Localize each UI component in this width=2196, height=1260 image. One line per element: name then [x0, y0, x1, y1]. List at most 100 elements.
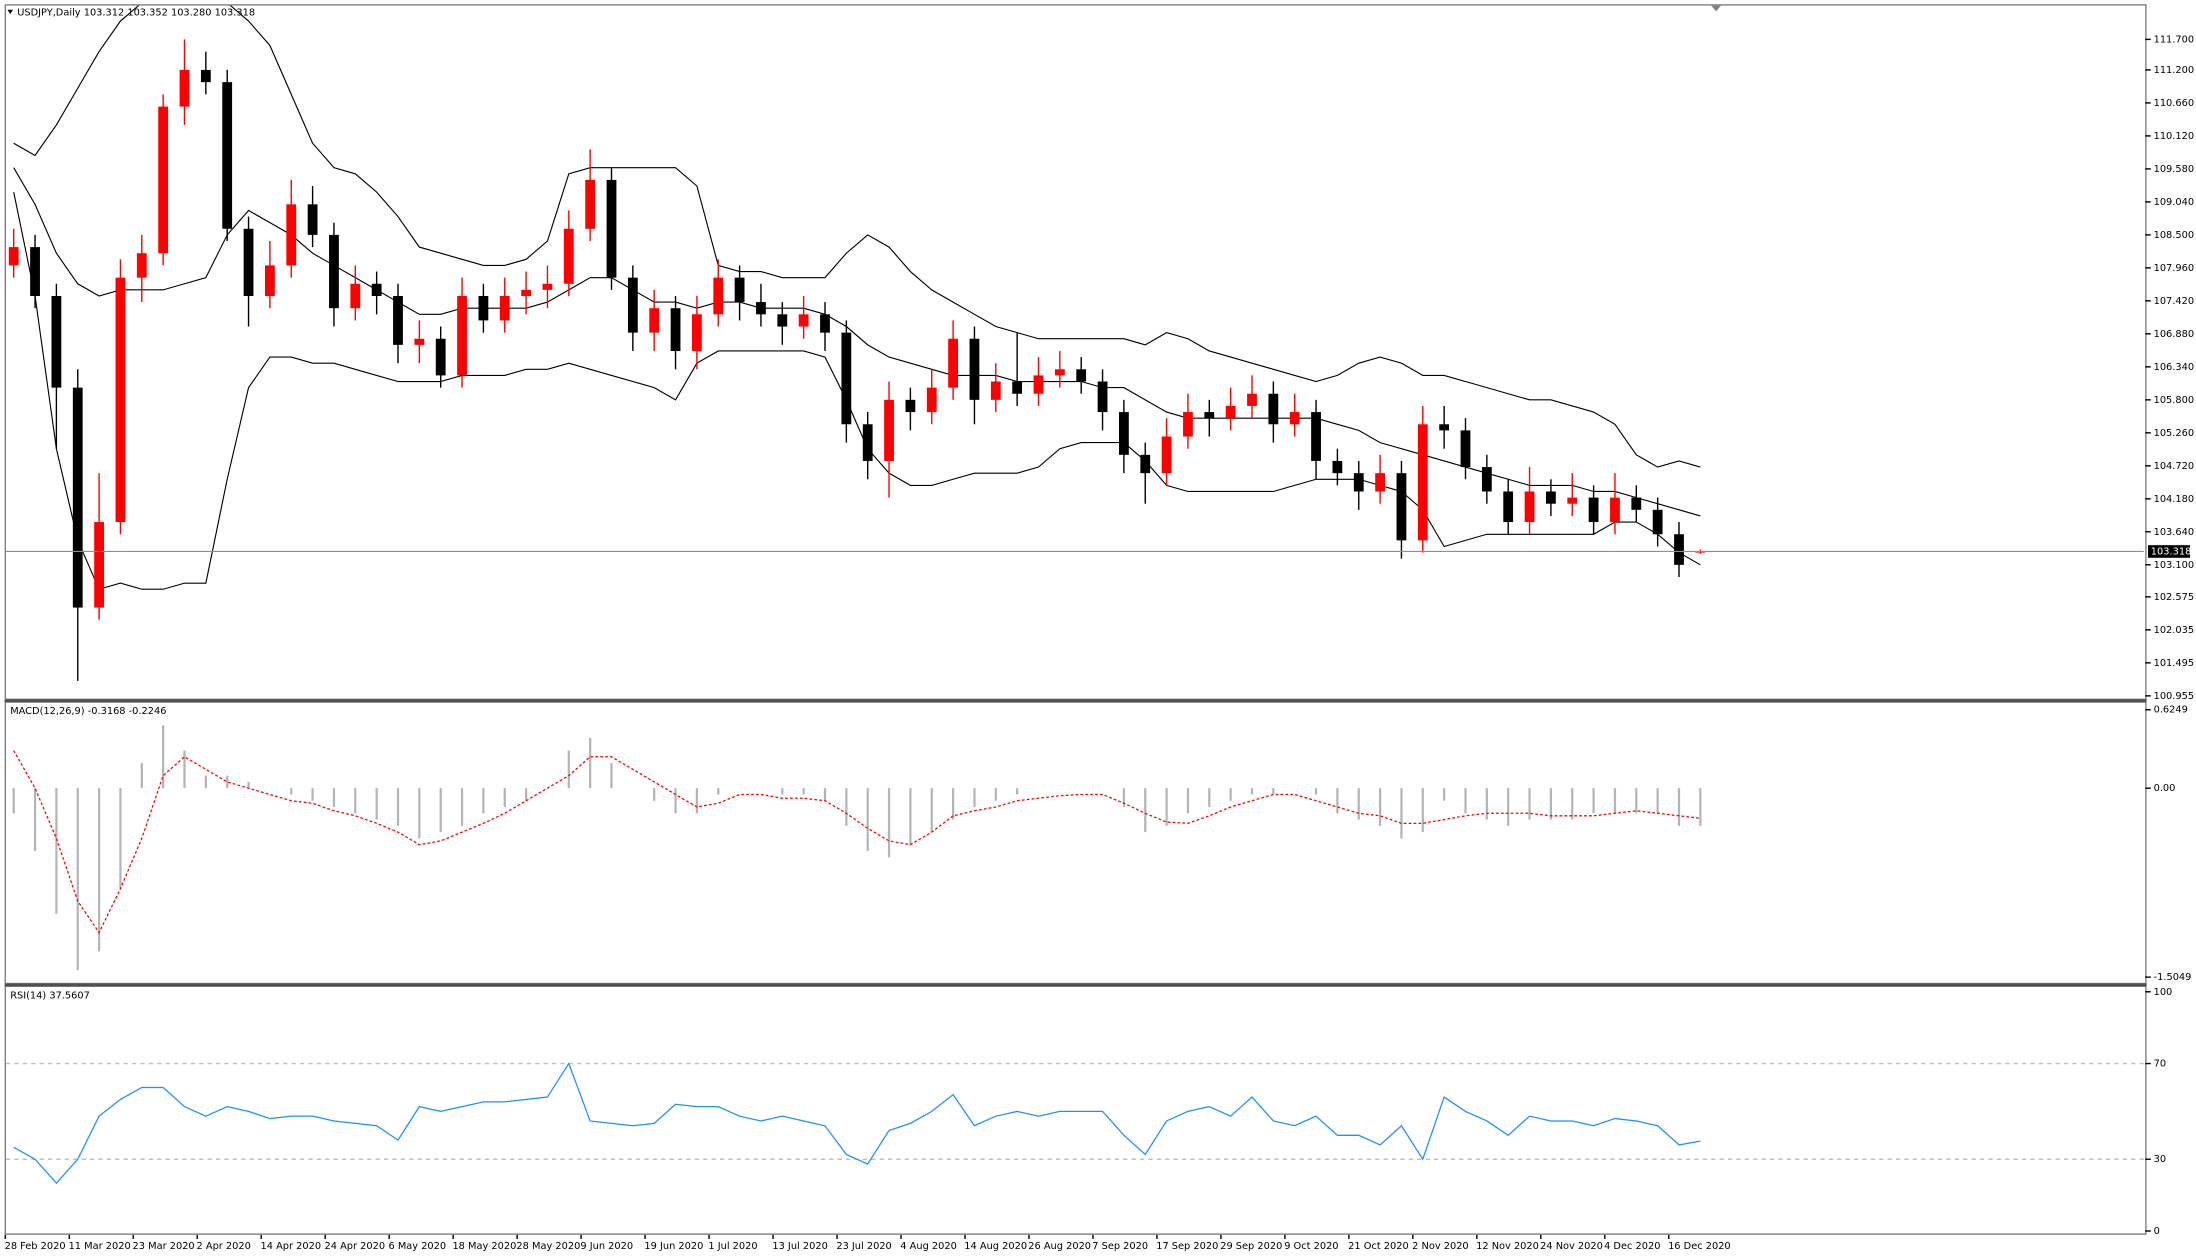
y-tick-label: 104.720 [2154, 461, 2195, 472]
x-tick-label: 19 Jun 2020 [644, 1241, 703, 1252]
candle-body [1012, 381, 1023, 394]
x-tick-label: 6 May 2020 [388, 1241, 446, 1252]
x-tick-label: 14 Aug 2020 [964, 1241, 1027, 1252]
bollinger-upper [13, 5, 1701, 468]
candle-body [1289, 412, 1300, 425]
y-tick-label: 101.495 [2154, 658, 2195, 669]
y-tick-label: 0.6249 [2154, 705, 2188, 716]
symbol-header: USDJPY,Daily 103.312 103.352 103.280 103… [17, 8, 255, 19]
candle-body [286, 204, 297, 266]
y-tick-label: 70 [2154, 1059, 2166, 1070]
candle-body [115, 277, 126, 523]
candle-body [649, 308, 660, 333]
candle-body [1033, 375, 1044, 394]
candle-body [1054, 369, 1065, 376]
y-tick-label: -1.5049 [2154, 972, 2192, 983]
candle-body [521, 289, 531, 296]
y-tick-label: 105.800 [2154, 395, 2195, 406]
candle-body [435, 338, 446, 376]
candle-body [200, 69, 211, 83]
candle-body [606, 179, 617, 278]
candle-body [926, 387, 937, 413]
candle-body [478, 295, 489, 321]
candle-body [457, 295, 467, 376]
x-tick-label: 4 Dec 2020 [1604, 1241, 1660, 1252]
candle-body [158, 106, 169, 254]
candle-body [884, 399, 894, 461]
candle-body [1076, 369, 1087, 382]
candle-body [329, 234, 339, 309]
x-tick-label: 4 Aug 2020 [900, 1241, 957, 1252]
y-tick-label: 108.500 [2154, 230, 2195, 241]
candle-body [542, 283, 553, 290]
price-tag-label: 103.318 [2151, 546, 2192, 557]
candle-body [499, 295, 510, 321]
candle-body [30, 247, 40, 296]
candle-body [627, 277, 638, 333]
candle-body [1183, 412, 1193, 437]
candle-body [777, 314, 788, 327]
y-tick-label: 100 [2154, 987, 2173, 998]
x-tick-label: 28 Feb 2020 [5, 1241, 66, 1252]
x-tick-label: 1 Jul 2020 [708, 1241, 757, 1252]
candle-body [1546, 491, 1556, 504]
candle-body [798, 314, 809, 327]
candle-body [1204, 412, 1215, 419]
y-tick-label: 106.880 [2154, 329, 2195, 340]
x-tick-label: 9 Oct 2020 [1284, 1241, 1338, 1252]
candle-body [1417, 424, 1428, 541]
y-tick-label: 107.420 [2154, 296, 2195, 307]
candle-body [1311, 412, 1321, 461]
candle-body [1503, 491, 1514, 523]
rsi-line [13, 1062, 1701, 1185]
y-tick-label: 0 [2154, 1226, 2160, 1237]
y-tick-label: 109.040 [2154, 197, 2195, 208]
candle-body [1567, 497, 1578, 504]
indicator-label: MACD(12,26,9) -0.3168 -0.2246 [10, 706, 166, 717]
candle-body [51, 295, 62, 388]
signal-line [13, 750, 1701, 934]
macd-plot [12, 725, 1702, 971]
x-tick-label: 2 Nov 2020 [1412, 1241, 1469, 1252]
x-tick-label: 23 Mar 2020 [133, 1241, 195, 1252]
y-tick-label: 110.660 [2154, 98, 2195, 109]
candle-body [670, 308, 681, 351]
candle-body [1631, 497, 1642, 510]
candle-body [1588, 497, 1599, 523]
x-tick-label: 12 Nov 2020 [1476, 1241, 1539, 1252]
y-tick-label: 105.260 [2154, 428, 2195, 439]
x-tick-label: 29 Sep 2020 [1220, 1241, 1282, 1252]
y-tick-label: 30 [2154, 1154, 2166, 1165]
candle-body [713, 277, 724, 315]
candle-body [1375, 473, 1385, 492]
candle-body [8, 247, 19, 266]
x-tick-label: 18 May 2020 [452, 1241, 516, 1252]
y-tick-label: 107.960 [2154, 263, 2195, 274]
y-tick-label: 106.340 [2154, 362, 2195, 373]
candle-body [1652, 509, 1663, 535]
candle-body [585, 179, 596, 229]
candle-body [265, 265, 275, 296]
x-tick-label: 17 Sep 2020 [1156, 1241, 1218, 1252]
candle-body [1396, 473, 1407, 541]
y-tick-label: 110.120 [2154, 131, 2195, 142]
menu-arrow[interactable] [7, 9, 13, 14]
candle-body [1332, 460, 1343, 474]
axes: 111.700 111.200 110.660 110.120 109.580 109.0… [5, 34, 2195, 1252]
candle-body [1268, 393, 1279, 425]
candle-body [948, 338, 958, 388]
candle-body [414, 338, 425, 345]
candle-body [94, 522, 104, 608]
candle-body [1610, 497, 1620, 523]
shift-marker[interactable] [1711, 5, 1721, 12]
candle-body [820, 314, 830, 333]
candle-body [1247, 393, 1257, 406]
candle-body [1460, 430, 1471, 468]
candle-body [756, 302, 766, 315]
candle-body [1097, 381, 1108, 413]
x-tick-label: 2 Apr 2020 [197, 1241, 251, 1252]
x-tick-label: 21 Oct 2020 [1348, 1241, 1409, 1252]
candle-body [307, 204, 318, 235]
candle-body [1225, 405, 1236, 419]
y-tick-label: 102.575 [2154, 592, 2195, 603]
